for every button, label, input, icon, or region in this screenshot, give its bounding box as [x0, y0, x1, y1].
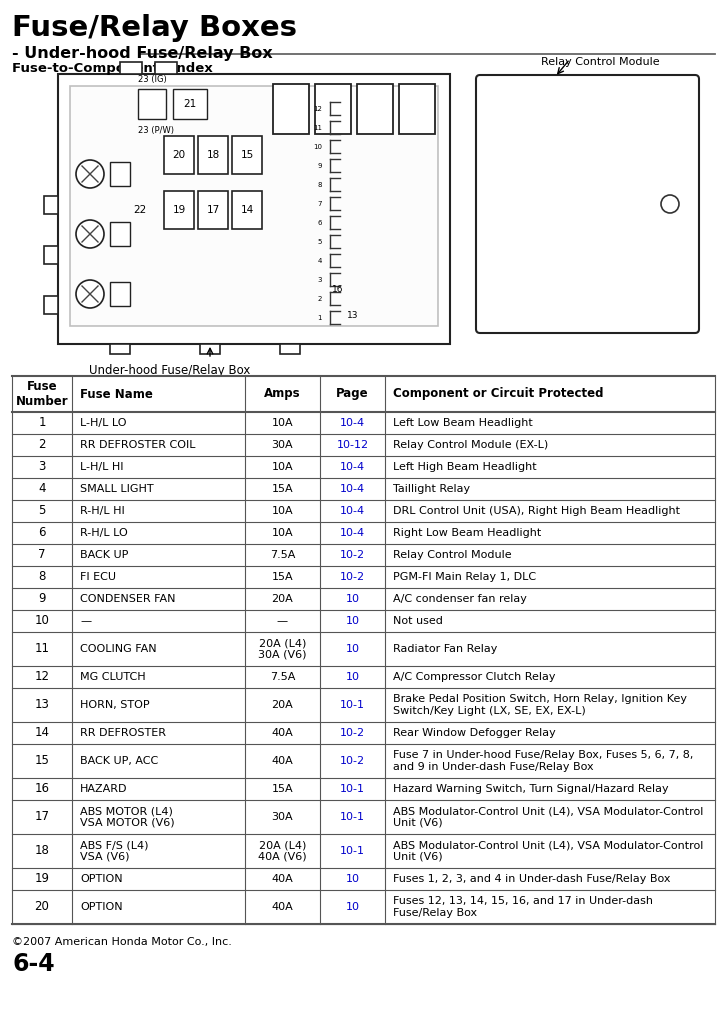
Text: —: —	[277, 616, 288, 626]
Text: 10: 10	[345, 644, 359, 654]
Text: 16: 16	[332, 285, 344, 294]
Text: 1: 1	[318, 315, 322, 321]
Text: 20A (L4)
30A (V6): 20A (L4) 30A (V6)	[258, 638, 307, 659]
Text: OPTION: OPTION	[80, 874, 123, 884]
Text: —: —	[80, 616, 91, 626]
Text: 4: 4	[318, 258, 322, 264]
Bar	[110, 162, 130, 186]
Bar	[155, 62, 177, 74]
Text: Fuse-to-Components Index: Fuse-to-Components Index	[12, 62, 213, 75]
Bar	[110, 222, 130, 246]
Text: 17: 17	[206, 205, 220, 215]
Text: 10A: 10A	[272, 462, 293, 472]
Text: Radiator Fan Relay: Radiator Fan Relay	[393, 644, 497, 654]
Text: PGM-FI Main Relay 1, DLC: PGM-FI Main Relay 1, DLC	[393, 572, 536, 582]
Text: 10A: 10A	[272, 528, 293, 538]
Bar	[357, 84, 393, 134]
Text: 20: 20	[172, 150, 185, 160]
Text: 11: 11	[34, 642, 49, 655]
Text: SMALL LIGHT: SMALL LIGHT	[80, 484, 153, 494]
Text: R-H/L HI: R-H/L HI	[80, 506, 125, 516]
Bar	[164, 136, 194, 174]
Text: 9: 9	[318, 163, 322, 169]
Bar	[70, 86, 438, 326]
Text: Fuses 12, 13, 14, 15, 16, and 17 in Under-dash
Fuse/Relay Box: Fuses 12, 13, 14, 15, 16, and 17 in Unde…	[393, 896, 653, 918]
Text: ©2007 American Honda Motor Co., Inc.: ©2007 American Honda Motor Co., Inc.	[12, 937, 232, 947]
Text: Left High Beam Headlight: Left High Beam Headlight	[393, 462, 537, 472]
Text: 5: 5	[318, 239, 322, 245]
Bar	[315, 84, 351, 134]
Bar	[44, 196, 58, 214]
Bar	[173, 89, 207, 119]
Text: Relay Control Module (EX-L): Relay Control Module (EX-L)	[393, 440, 548, 450]
Text: 22: 22	[133, 205, 147, 215]
Text: 10: 10	[345, 594, 359, 604]
Text: A/C Compressor Clutch Relay: A/C Compressor Clutch Relay	[393, 672, 555, 682]
Bar	[198, 191, 228, 229]
Text: 12: 12	[313, 106, 322, 112]
Text: HAZARD: HAZARD	[80, 784, 127, 794]
Bar	[273, 84, 309, 134]
Text: 15: 15	[241, 150, 254, 160]
Text: Rear Window Defogger Relay: Rear Window Defogger Relay	[393, 728, 555, 738]
Text: Right Low Beam Headlight: Right Low Beam Headlight	[393, 528, 541, 538]
Text: A/C condenser fan relay: A/C condenser fan relay	[393, 594, 527, 604]
Text: 7: 7	[318, 201, 322, 207]
Text: 15A: 15A	[272, 484, 293, 494]
Text: 10-12: 10-12	[337, 440, 369, 450]
Text: - Under-hood Fuse/Relay Box: - Under-hood Fuse/Relay Box	[12, 46, 273, 61]
Text: 10-4: 10-4	[340, 528, 365, 538]
Text: MG CLUTCH: MG CLUTCH	[80, 672, 145, 682]
Text: 40A: 40A	[272, 728, 294, 738]
Text: 7: 7	[39, 549, 46, 561]
Text: ABS MOTOR (L4)
VSA MOTOR (V6): ABS MOTOR (L4) VSA MOTOR (V6)	[80, 806, 174, 827]
Text: 1: 1	[39, 417, 46, 429]
Text: 8: 8	[318, 182, 322, 188]
Text: 12: 12	[34, 671, 49, 683]
Text: 10-2: 10-2	[340, 756, 365, 766]
Text: 10: 10	[345, 902, 359, 912]
Circle shape	[76, 280, 104, 308]
Text: L-H/L LO: L-H/L LO	[80, 418, 126, 428]
Bar	[44, 296, 58, 314]
Text: 40A: 40A	[272, 874, 294, 884]
Text: Left Low Beam Headlight: Left Low Beam Headlight	[393, 418, 533, 428]
Text: 7.5A: 7.5A	[270, 550, 295, 560]
Text: 2: 2	[39, 438, 46, 452]
Text: HORN, STOP: HORN, STOP	[80, 700, 150, 710]
Text: 10-4: 10-4	[340, 418, 365, 428]
Circle shape	[76, 160, 104, 188]
Text: 13: 13	[348, 311, 358, 321]
Circle shape	[661, 195, 679, 213]
Bar	[232, 136, 262, 174]
Text: 3: 3	[39, 461, 46, 473]
Text: 21: 21	[183, 99, 196, 109]
Text: Under-hood Fuse/Relay Box: Under-hood Fuse/Relay Box	[89, 364, 251, 377]
Text: Fuse 7 in Under-hood Fuse/Relay Box, Fuses 5, 6, 7, 8,
and 9 in Under-dash Fuse/: Fuse 7 in Under-hood Fuse/Relay Box, Fus…	[393, 751, 694, 772]
Text: 10A: 10A	[272, 506, 293, 516]
Text: 23 (P/W): 23 (P/W)	[138, 126, 174, 135]
Text: BACK UP, ACC: BACK UP, ACC	[80, 756, 158, 766]
Text: 20A: 20A	[272, 594, 294, 604]
Text: L-H/L HI: L-H/L HI	[80, 462, 124, 472]
Text: 20A: 20A	[272, 700, 294, 710]
Text: OPTION: OPTION	[80, 902, 123, 912]
Text: Relay Control Module: Relay Control Module	[541, 57, 659, 67]
Text: Not used: Not used	[393, 616, 443, 626]
Text: 2: 2	[318, 296, 322, 302]
Text: 40A: 40A	[272, 756, 294, 766]
Text: 10-1: 10-1	[340, 784, 365, 794]
Text: R-H/L LO: R-H/L LO	[80, 528, 128, 538]
Text: 10-1: 10-1	[340, 812, 365, 822]
Text: Fuse
Number: Fuse Number	[16, 380, 68, 408]
Text: 17: 17	[34, 811, 49, 823]
Bar	[138, 89, 166, 119]
FancyBboxPatch shape	[476, 75, 699, 333]
Bar	[120, 62, 142, 74]
Text: Amps: Amps	[264, 387, 301, 400]
Text: RR DEFROSTER: RR DEFROSTER	[80, 728, 166, 738]
Text: 14: 14	[241, 205, 254, 215]
Text: Fuses 1, 2, 3, and 4 in Under-dash Fuse/Relay Box: Fuses 1, 2, 3, and 4 in Under-dash Fuse/…	[393, 874, 670, 884]
Text: 20: 20	[35, 900, 49, 913]
Text: 10: 10	[35, 614, 49, 628]
